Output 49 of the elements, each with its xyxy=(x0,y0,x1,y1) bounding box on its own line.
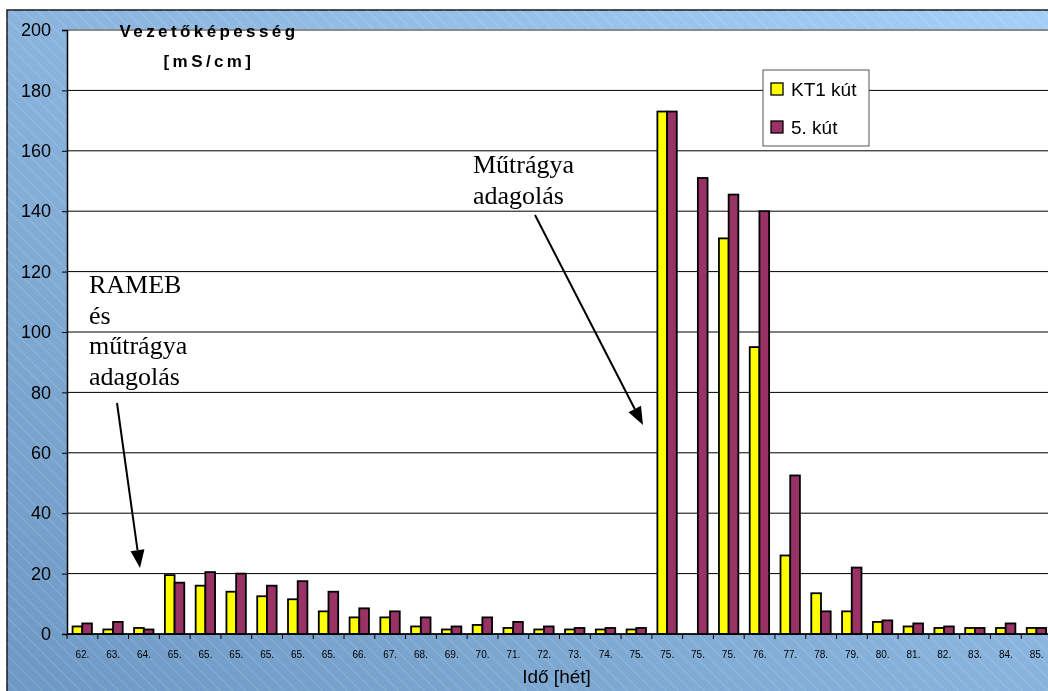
annotation: Műtrágya adagolás xyxy=(473,150,575,210)
legend-label: 5. kút xyxy=(791,117,839,138)
x-tick-label: 65. xyxy=(167,649,182,660)
annotation: RAMEB és műtrágya adagolás xyxy=(89,270,188,392)
x-tick-label: 64. xyxy=(137,649,151,660)
y-tick-label: 20 xyxy=(30,563,51,584)
x-tick-label: 82. xyxy=(937,649,952,660)
x-tick-label: 77. xyxy=(783,649,798,660)
y-tick-label: 60 xyxy=(30,443,51,464)
legend-label: KT1 kút xyxy=(791,79,858,100)
x-tick-label: 84. xyxy=(998,649,1013,660)
x-tick-label: 65. xyxy=(260,649,275,660)
y-tick-label: 0 xyxy=(40,624,51,645)
x-tick-label: 75. xyxy=(629,649,644,660)
y-tick-label: 140 xyxy=(20,201,51,222)
x-tick-label: 80. xyxy=(875,649,890,660)
x-tick-label: 74. xyxy=(598,649,613,660)
x-axis-title: Idő [hét] xyxy=(522,666,591,687)
x-tick-label: 73. xyxy=(567,649,582,660)
x-tick-label: 85. xyxy=(1029,649,1044,660)
y-tick-label: 160 xyxy=(20,141,51,162)
y-tick-label: 80 xyxy=(30,382,51,403)
x-tick-label: 66. xyxy=(352,649,367,660)
x-tick-label: 83. xyxy=(968,649,982,660)
y-tick-label: 40 xyxy=(30,503,51,524)
y-axis-title: Vezetőképesség [mS/cm] xyxy=(119,22,299,71)
y-tick-label: 120 xyxy=(20,261,51,282)
x-tick-label: 79. xyxy=(844,649,859,660)
x-tick-label: 78. xyxy=(814,649,829,660)
x-tick-label: 75. xyxy=(721,649,736,660)
x-tick-label: 76. xyxy=(752,649,767,660)
x-tick-label: 72. xyxy=(537,649,552,660)
x-tick-label: 65. xyxy=(198,649,213,660)
x-tick-label: 68. xyxy=(414,649,428,660)
y-tick-label: 200 xyxy=(20,20,51,41)
x-tick-label: 81. xyxy=(906,649,921,660)
x-tick-label: 75. xyxy=(691,649,705,660)
x-tick-label: 65. xyxy=(290,649,305,660)
x-tick-label: 62. xyxy=(75,649,90,660)
x-tick-label: 63. xyxy=(106,649,121,660)
x-tick-label: 70. xyxy=(475,649,490,660)
x-tick-label: 69. xyxy=(444,649,459,660)
x-tick-label: 65. xyxy=(229,649,244,660)
x-tick-label: 75. xyxy=(660,649,675,660)
y-tick-label: 100 xyxy=(20,322,51,343)
y-tick-label: 180 xyxy=(20,80,51,101)
x-tick-label: 67. xyxy=(383,649,398,660)
x-tick-label: 71. xyxy=(506,649,521,660)
x-tick-label: 65. xyxy=(321,649,336,660)
